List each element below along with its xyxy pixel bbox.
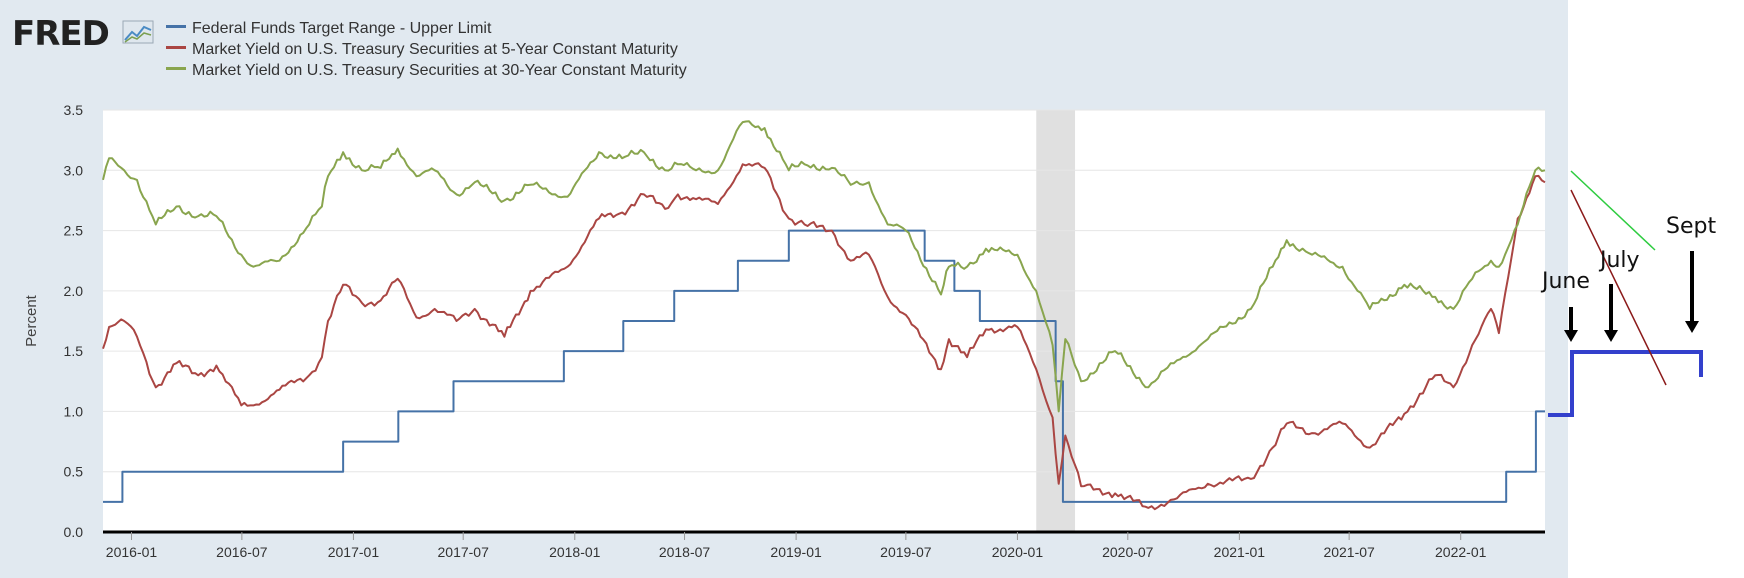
- legend-label: Federal Funds Target Range - Upper Limit: [192, 20, 492, 37]
- x-tick-label: 2016-07: [216, 544, 268, 560]
- x-tick-label: 2018-01: [549, 544, 601, 560]
- legend-item-5y: Market Yield on U.S. Treasury Securities…: [166, 41, 678, 59]
- x-tick-label: 2019-07: [880, 544, 932, 560]
- x-tick-label: 2018-07: [659, 544, 711, 560]
- legend-label: Market Yield on U.S. Treasury Securities…: [192, 41, 678, 58]
- arrow-icon: [1604, 284, 1618, 342]
- x-tick-label: 2020-01: [992, 544, 1044, 560]
- y-tick-label: 3.0: [64, 162, 84, 178]
- x-tick-label: 2017-01: [328, 544, 380, 560]
- trend-line-green: [1570, 170, 1656, 251]
- annotation-label: July: [1598, 248, 1640, 273]
- projection-step-line: [1548, 350, 1703, 417]
- legend-label: Market Yield on U.S. Treasury Securities…: [192, 62, 687, 79]
- y-tick-label: 0.0: [64, 524, 84, 540]
- y-tick-label: 1.5: [64, 343, 84, 359]
- x-tick-label: 2021-07: [1323, 544, 1375, 560]
- legend-item-fed-funds: Federal Funds Target Range - Upper Limit: [166, 20, 491, 38]
- y-tick-label: 2.5: [64, 223, 84, 239]
- legend-swatch: [166, 25, 186, 29]
- arrow-head: [1685, 321, 1699, 333]
- x-tick-label: 2020-07: [1102, 544, 1154, 560]
- arrow-icon: [1685, 251, 1699, 333]
- series-line-2: [102, 162, 1546, 511]
- arrow-head: [1564, 330, 1578, 342]
- x-tick-label: 2016-01: [106, 544, 158, 560]
- legend-item-30y: Market Yield on U.S. Treasury Securities…: [166, 62, 687, 80]
- x-tick-label: 2021-01: [1214, 544, 1266, 560]
- annotation-label: Sept: [1666, 214, 1716, 239]
- x-tick-label: 2019-01: [770, 544, 822, 560]
- y-tick-label: 1.0: [64, 403, 84, 419]
- plot-area: [103, 110, 1545, 532]
- trend-line-red: [1570, 189, 1667, 386]
- y-tick-label: 3.5: [64, 102, 84, 118]
- legend-swatch: [166, 67, 186, 71]
- y-axis-title: Percent: [23, 294, 40, 347]
- x-tick-label: 2022-01: [1435, 544, 1487, 560]
- legend-swatch: [166, 46, 186, 50]
- fred-logo: FRED: [12, 14, 110, 54]
- annotation-label: June: [1540, 269, 1590, 294]
- chart-line-icon: [122, 20, 154, 44]
- y-tick-label: 0.5: [64, 464, 84, 480]
- series-line-3: [102, 120, 1546, 413]
- y-tick-label: 2.0: [64, 283, 84, 299]
- arrow-icon: [1564, 307, 1578, 342]
- series-line-1: [103, 229, 1545, 503]
- arrow-head: [1604, 330, 1618, 342]
- x-tick-label: 2017-07: [438, 544, 490, 560]
